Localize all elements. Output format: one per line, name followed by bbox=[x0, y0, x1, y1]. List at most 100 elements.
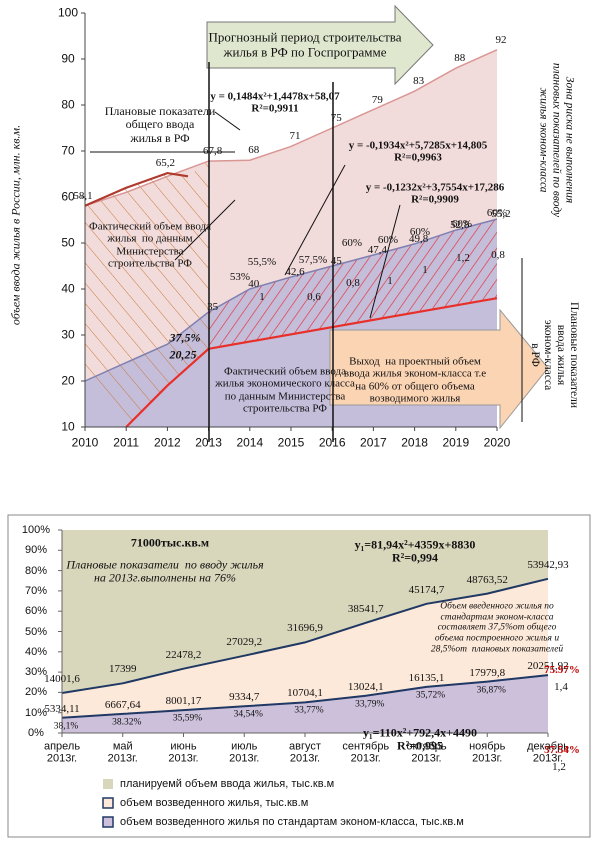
value-label: 38541,7 bbox=[347, 602, 384, 615]
value-label: 45174,7 bbox=[408, 583, 445, 596]
value-label: 71 bbox=[289, 130, 301, 143]
annotation: 1,2 bbox=[456, 251, 470, 264]
y-tick-label: 50% bbox=[24, 625, 48, 638]
value-label: 9334,7 bbox=[229, 691, 260, 704]
x-tick-label: 2015 bbox=[277, 435, 305, 450]
y-tick-label: 90 bbox=[61, 51, 75, 66]
annotation: 1,2 bbox=[552, 760, 566, 773]
legend-swatch bbox=[102, 816, 114, 828]
annotation: y₁=81,94x²+4359x+8830 R²=0,994 bbox=[354, 537, 476, 565]
annotation: Зона риска не выполнения плановых показа… bbox=[537, 62, 576, 218]
value-label: 8001,17 bbox=[165, 694, 202, 707]
x-tick-label: ноябрь 2013г. bbox=[469, 740, 506, 765]
hatch bbox=[85, 161, 209, 427]
x-tick-label: 2016 bbox=[318, 435, 346, 450]
annotation: Объем введенного жилья по стандартам эко… bbox=[430, 601, 564, 654]
x-tick-label: апрель 2013г. bbox=[43, 740, 81, 765]
annotation: Плановые показатели ввода жилья эконом-к… bbox=[529, 302, 580, 408]
share-label: 35,72% bbox=[415, 690, 446, 701]
y-tick-label: 10 bbox=[61, 419, 75, 434]
pointer bbox=[214, 111, 241, 131]
series-line bbox=[84, 49, 498, 207]
x-tick-label: 2013 bbox=[195, 435, 222, 450]
pointer bbox=[369, 204, 401, 319]
annotation: y = 0,1484x²+1,4478x+58,07 R²=0,9911 bbox=[210, 90, 340, 115]
value-label: 65,2 bbox=[155, 156, 176, 169]
value-label: 31696,9 bbox=[287, 622, 323, 635]
share-label: 35,59% bbox=[172, 713, 203, 724]
y-tick-label: 70% bbox=[24, 584, 48, 597]
value-label: 16135,1 bbox=[408, 671, 445, 684]
chart-2 bbox=[58, 529, 549, 828]
annotation: 60% bbox=[451, 217, 473, 230]
annotation: Плановые показатели общего ввода жилья в… bbox=[104, 103, 216, 145]
value-label: 75 bbox=[330, 111, 342, 124]
series-line bbox=[125, 347, 210, 428]
value-label: 17399 bbox=[109, 663, 137, 676]
value-label: 35 bbox=[207, 300, 219, 313]
pointer bbox=[174, 199, 236, 261]
annotation: 0,6 bbox=[307, 290, 321, 303]
x-tick-label: 2019 bbox=[442, 435, 470, 450]
y-tick-label: 60% bbox=[24, 605, 48, 618]
value-label: 68 bbox=[248, 144, 260, 157]
annotation: 1 bbox=[422, 263, 428, 276]
value-label: 17979,8 bbox=[469, 666, 506, 679]
annotation: 1 bbox=[259, 290, 265, 303]
x-tick-label: 2010 bbox=[71, 435, 99, 450]
x-tick-label: 2017 bbox=[360, 435, 387, 450]
x-tick-label: декабрь 2013г. bbox=[527, 740, 569, 765]
y-tick-label: 10% bbox=[24, 706, 48, 719]
y-tick-label: 70 bbox=[61, 143, 75, 158]
area-fill bbox=[62, 675, 548, 733]
series-line bbox=[208, 297, 498, 350]
value-label: 79 bbox=[371, 93, 383, 106]
x-tick-label: 2012 bbox=[154, 435, 181, 450]
value-label: 20251,92 bbox=[527, 659, 569, 672]
series-line bbox=[61, 674, 549, 719]
value-label: 52,8 bbox=[450, 218, 470, 231]
x-tick-label: июнь 2013г. bbox=[168, 740, 199, 765]
annotation-shapes bbox=[90, 4, 549, 616]
value-label: 53942,93 bbox=[527, 558, 569, 571]
value-label: 42,6 bbox=[285, 265, 305, 278]
pointer bbox=[284, 164, 346, 276]
annotation: 75.97% bbox=[544, 663, 580, 676]
value-label: 83 bbox=[413, 75, 425, 88]
y-tick-label: 50 bbox=[61, 235, 75, 250]
annotation: 60% bbox=[341, 236, 363, 249]
series-line bbox=[84, 171, 189, 207]
annotation: 20,25 bbox=[169, 347, 197, 362]
legend-label: планируемй объем ввода жилья, тыс.кв.м bbox=[120, 777, 335, 790]
share-label: 33,79% bbox=[355, 699, 385, 710]
x-tick-label: 2011 bbox=[113, 435, 140, 450]
legend-swatch bbox=[103, 779, 113, 789]
value-label: 10704,1 bbox=[287, 687, 323, 700]
y-tick-label: 0% bbox=[28, 726, 44, 739]
y-tick-label: 20% bbox=[24, 686, 48, 699]
value-label: 22478,2 bbox=[165, 648, 202, 661]
legend-label: объем возведенного жилья, тыс.кв.м bbox=[120, 796, 309, 809]
value-label: 67,8 bbox=[202, 144, 223, 157]
value-label: 6667,64 bbox=[104, 698, 141, 711]
y-tick-label: 60 bbox=[61, 189, 75, 204]
value-label: 48763,52 bbox=[466, 573, 508, 586]
share-label: 36,87% bbox=[476, 685, 506, 696]
value-label: 88 bbox=[454, 52, 466, 65]
annotation: y = -0,1232x²+3,7554x+17,286 R²=0,9909 bbox=[365, 181, 505, 206]
x-tick-label: октябрь 2013г. bbox=[406, 740, 447, 765]
value-label: 92 bbox=[495, 33, 507, 46]
x-tick-label: июль 2013г. bbox=[229, 740, 260, 765]
legend-label: объем возведенного жилья по стандартам э… bbox=[120, 815, 464, 828]
share-label: 33,77% bbox=[294, 706, 324, 717]
annotation: 57,5% bbox=[298, 253, 328, 266]
annotation: 0,8 bbox=[346, 276, 360, 289]
value-label: 13024,1 bbox=[347, 680, 384, 693]
share-label: 38.32% bbox=[112, 717, 142, 728]
annotation: Прогнозный период строительства жилья в … bbox=[208, 29, 402, 59]
y-tick-label: 40% bbox=[24, 645, 48, 658]
annotation: 1 bbox=[387, 274, 393, 287]
value-label: 27029,2 bbox=[226, 635, 263, 648]
